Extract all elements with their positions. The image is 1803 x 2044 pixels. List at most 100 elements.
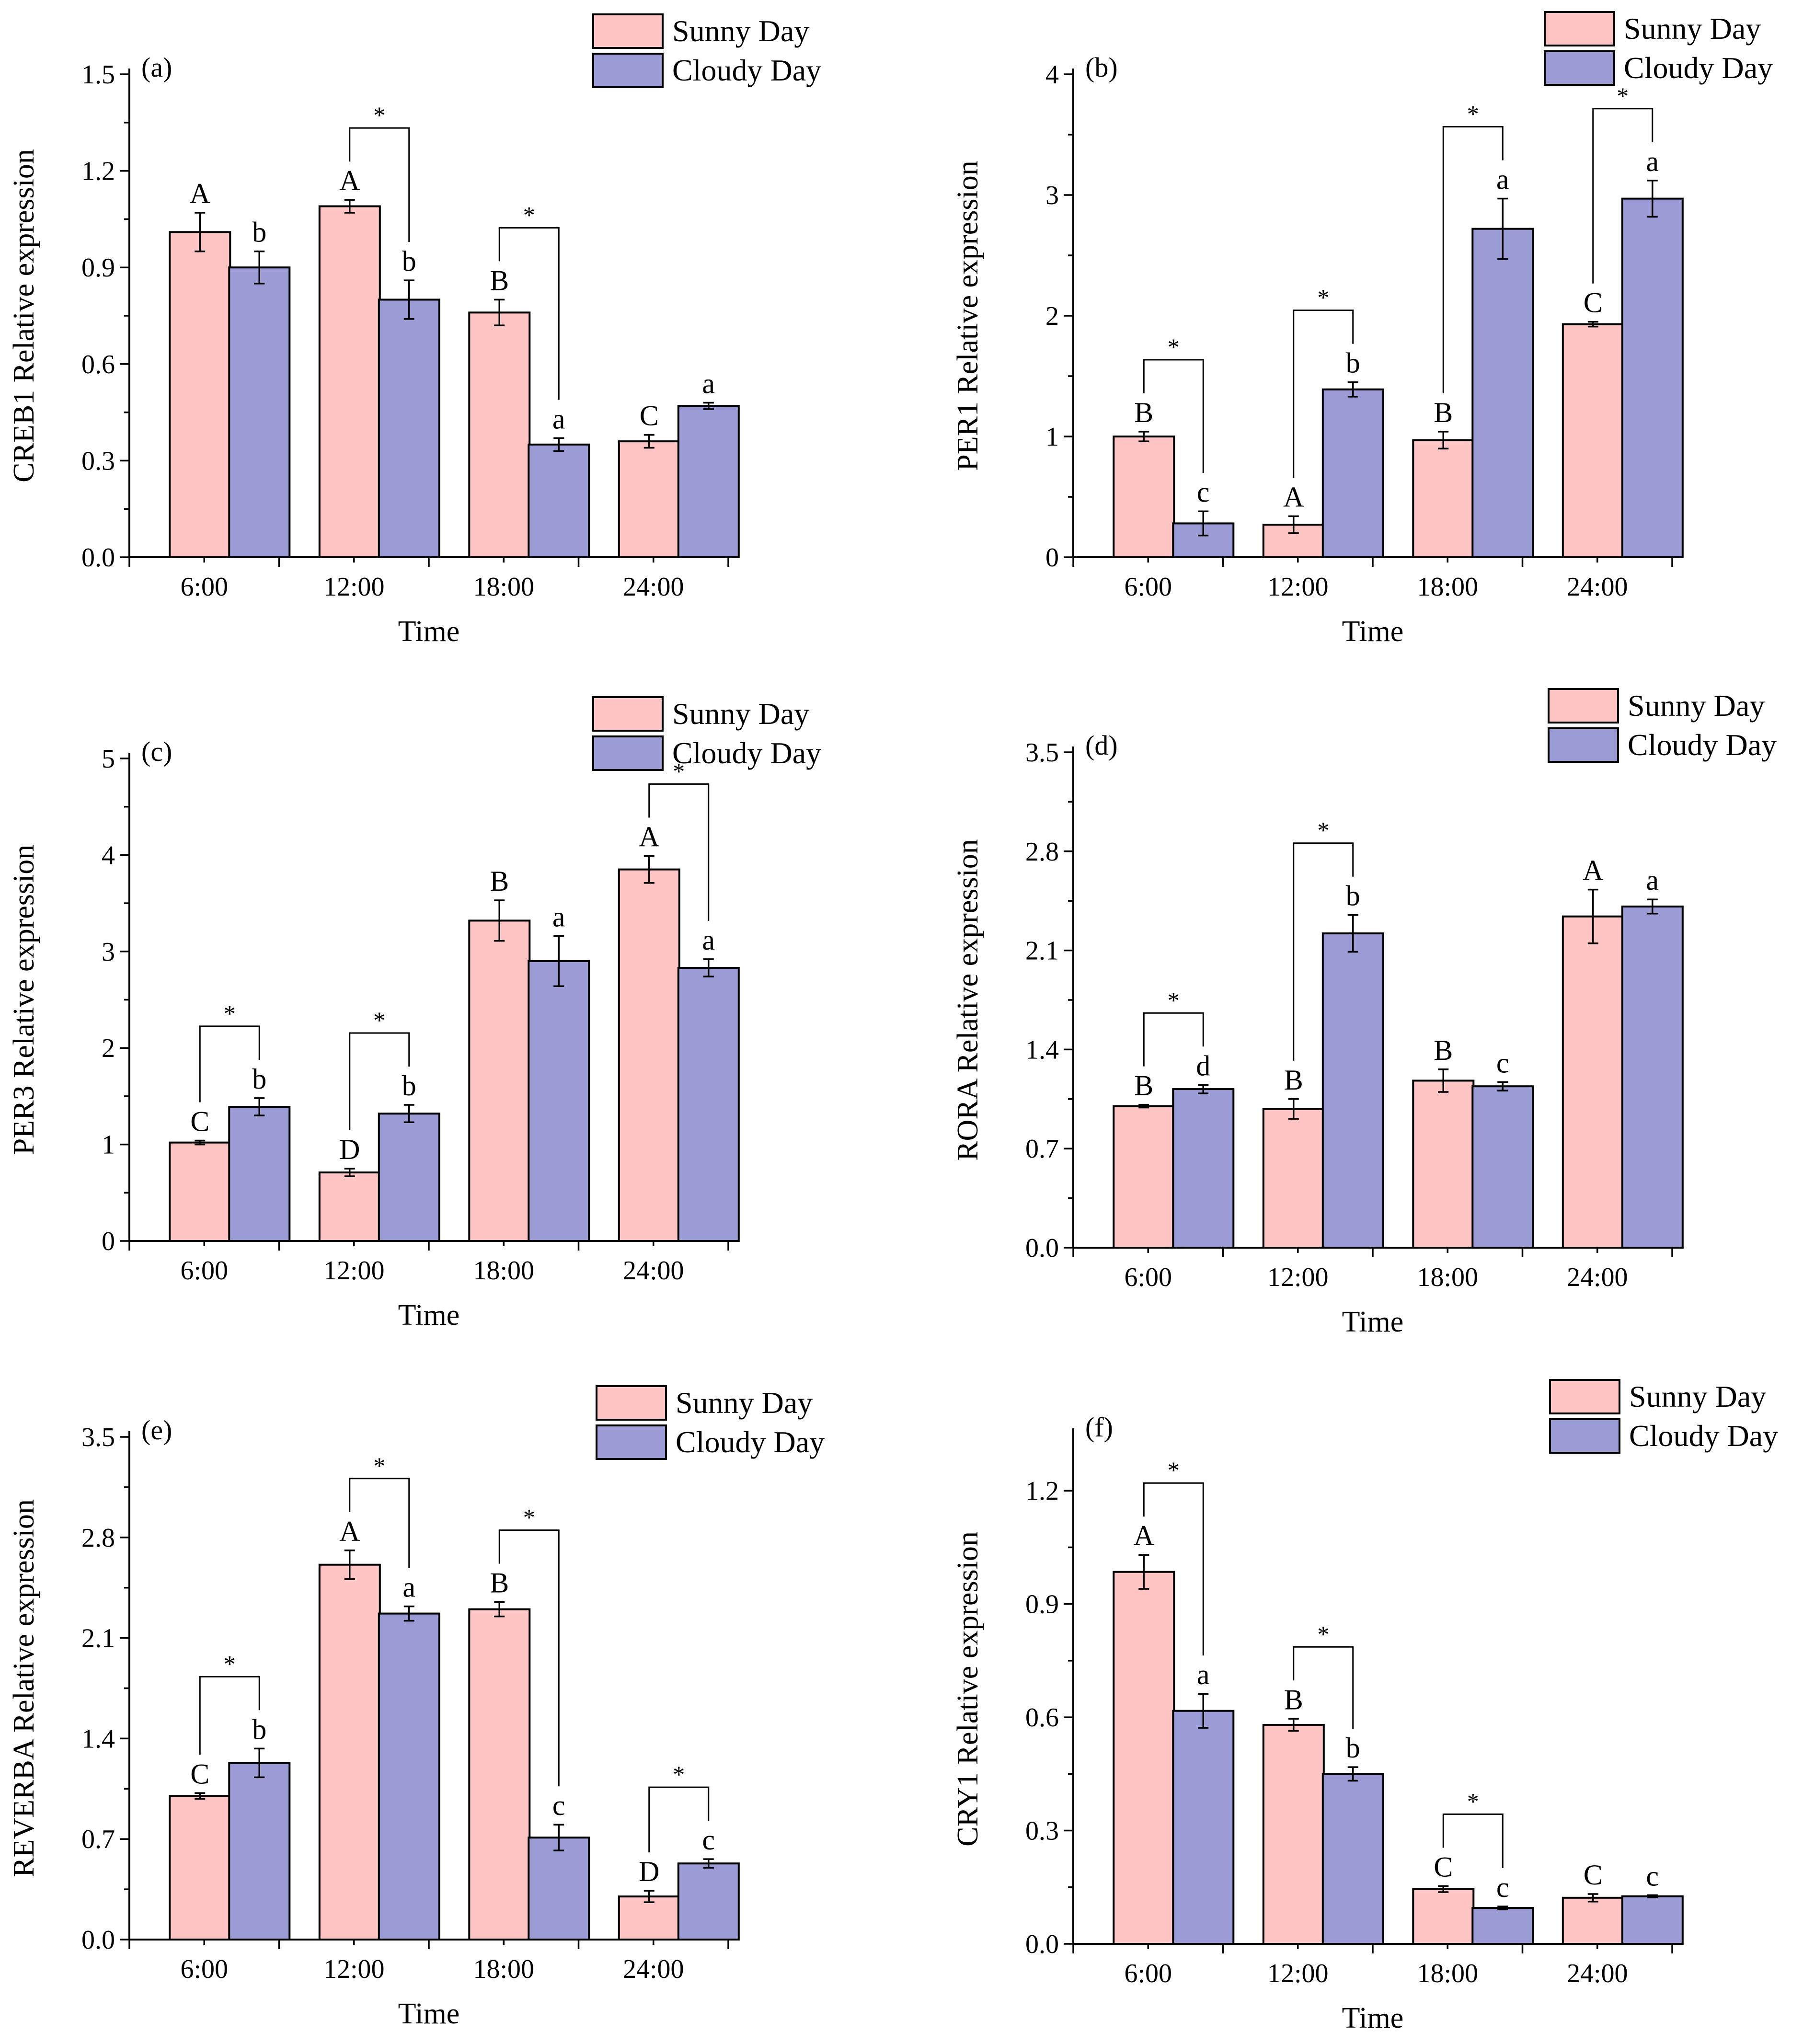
significance-star: * bbox=[1317, 817, 1329, 844]
significance-letter: a bbox=[1646, 864, 1659, 896]
bar-sunny-6:00 bbox=[169, 231, 231, 558]
bar-cloudy-24:00 bbox=[677, 405, 740, 558]
error-bar bbox=[1347, 1766, 1358, 1782]
error-bar bbox=[344, 199, 355, 214]
legend-swatch-cloudy bbox=[1544, 50, 1615, 86]
significance-star: * bbox=[1617, 82, 1629, 109]
legend-label-sunny: Sunny Day bbox=[1624, 11, 1761, 46]
y-tick-label: 0.0 bbox=[1025, 1929, 1059, 1959]
significance-star: * bbox=[1467, 101, 1479, 127]
error-bar bbox=[1288, 515, 1299, 534]
panel-label: (d) bbox=[1085, 730, 1118, 761]
significance-letter: C bbox=[1434, 1851, 1453, 1883]
significance-star: * bbox=[1168, 1457, 1180, 1483]
significance-letter: a bbox=[1646, 146, 1659, 177]
bar-cloudy-12:00 bbox=[1321, 388, 1384, 558]
legend-label-cloudy: Cloudy Day bbox=[1629, 1419, 1778, 1453]
bar-sunny-24:00 bbox=[1562, 1896, 1624, 1945]
bar-sunny-18:00 bbox=[1412, 1079, 1475, 1249]
x-tick-label: 24:00 bbox=[1567, 572, 1628, 602]
significance-letter: B bbox=[490, 264, 509, 296]
significance-letter: b bbox=[252, 1063, 266, 1095]
y-tick-label: 5 bbox=[102, 744, 115, 774]
y-tick-label: 0.0 bbox=[81, 1925, 115, 1955]
bar-cloudy-12:00 bbox=[378, 1113, 440, 1242]
significance-letter: B bbox=[1434, 397, 1453, 428]
significance-letter: c bbox=[1646, 1860, 1659, 1892]
significance-bracket bbox=[498, 227, 560, 400]
y-tick-label: 0 bbox=[102, 1227, 115, 1256]
significance-star: * bbox=[1168, 987, 1180, 1013]
error-bar bbox=[344, 1550, 355, 1580]
legend-swatch-cloudy bbox=[592, 53, 664, 88]
significance-letter: b bbox=[402, 245, 416, 277]
legend-swatch-sunny bbox=[592, 13, 664, 49]
panel-label: (c) bbox=[141, 736, 172, 767]
significance-bracket bbox=[199, 1676, 260, 1755]
significance-bracket bbox=[1143, 359, 1204, 473]
bar-cloudy-24:00 bbox=[1621, 1895, 1684, 1945]
error-bar bbox=[1587, 321, 1598, 328]
legend-swatch-cloudy bbox=[596, 1424, 667, 1460]
error-bar bbox=[1347, 914, 1358, 953]
legend-swatch-cloudy bbox=[592, 735, 664, 771]
significance-bracket bbox=[1442, 126, 1504, 393]
error-bar bbox=[1198, 510, 1209, 537]
bar-sunny-18:00 bbox=[468, 1608, 531, 1941]
x-tick-label: 12:00 bbox=[323, 1954, 385, 1984]
error-bar bbox=[1288, 1718, 1299, 1732]
chart-panel-f: A B C Ca b c c * * * 0.0 0.3 0.6 0.9 1.2 6:00 12:00 18:00… bbox=[952, 1379, 1778, 2034]
y-tick-label: 2.1 bbox=[81, 1624, 115, 1654]
legend: Sunny Day Cloudy Day bbox=[1544, 11, 1773, 86]
x-tick-label: 24:00 bbox=[1567, 1263, 1628, 1292]
y-tick-label: 2 bbox=[102, 1033, 115, 1063]
significance-star: * bbox=[224, 1000, 236, 1027]
significance-letter: D bbox=[639, 1856, 659, 1887]
error-bar bbox=[1138, 431, 1149, 442]
significance-letter: a bbox=[552, 901, 565, 933]
x-tick-label: 6:00 bbox=[1124, 1959, 1172, 1988]
y-tick-label: 2.8 bbox=[1025, 837, 1059, 867]
bar-sunny-18:00 bbox=[468, 311, 531, 558]
chart-panel-c: C D B Ab b a a * * * 0 1 2 3 4 5 6:00 12:00 18:00 24:00 Time… bbox=[8, 696, 821, 1332]
y-tick-label: 1 bbox=[1045, 422, 1059, 452]
x-tick-label: 12:00 bbox=[323, 1256, 385, 1286]
legend-label-cloudy: Cloudy Day bbox=[1628, 728, 1777, 762]
y-tick-label: 1.4 bbox=[81, 1724, 115, 1754]
significance-letter: c bbox=[1496, 1872, 1509, 1903]
chart-panel-a: A A B Cb b a a * * 0.0 0.3 0.6 0.9 1.2 1.5 6:00 12:00 18:… bbox=[8, 13, 821, 648]
significance-letter: C bbox=[190, 1758, 209, 1790]
significance-letter: a bbox=[1496, 164, 1509, 195]
legend-label-sunny: Sunny Day bbox=[1629, 1379, 1766, 1413]
error-bar bbox=[553, 935, 564, 988]
significance-star: * bbox=[1317, 284, 1329, 311]
significance-bracket bbox=[1592, 108, 1654, 284]
significance-bracket bbox=[648, 783, 710, 921]
y-tick-label: 3 bbox=[102, 937, 115, 967]
bar-cloudy-6:00 bbox=[228, 1762, 291, 1941]
y-tick-label: 0.6 bbox=[1025, 1703, 1059, 1733]
significance-letter: A bbox=[339, 1516, 360, 1547]
y-tick-label: 0.9 bbox=[1025, 1590, 1059, 1619]
x-tick-label: 18:00 bbox=[1417, 572, 1478, 602]
legend-label-cloudy: Cloudy Day bbox=[672, 53, 821, 87]
error-bar bbox=[1587, 1893, 1598, 1903]
x-tick-label: 6:00 bbox=[1124, 572, 1172, 602]
bar-cloudy-18:00 bbox=[528, 960, 590, 1242]
error-bar bbox=[1438, 431, 1449, 449]
y-tick-label: 0 bbox=[1045, 543, 1059, 573]
significance-letter: B bbox=[1284, 1064, 1303, 1096]
legend-label-cloudy: Cloudy Day bbox=[1624, 51, 1773, 85]
y-tick-label: 1.2 bbox=[1025, 1476, 1059, 1506]
x-tick-label: 12:00 bbox=[323, 572, 385, 602]
y-axis-title: REVERBA Relative expression bbox=[8, 1499, 40, 1877]
significance-letter: d bbox=[1196, 1050, 1210, 1081]
error-bar bbox=[1497, 1906, 1508, 1911]
error-bar bbox=[1138, 1103, 1149, 1109]
x-tick-label: 24:00 bbox=[623, 1256, 684, 1286]
significance-bracket bbox=[349, 127, 410, 242]
x-axis-title: Time bbox=[1342, 1306, 1404, 1338]
error-bar bbox=[254, 1097, 265, 1116]
significance-letter: B bbox=[1134, 397, 1153, 428]
error-bar bbox=[344, 1168, 355, 1177]
